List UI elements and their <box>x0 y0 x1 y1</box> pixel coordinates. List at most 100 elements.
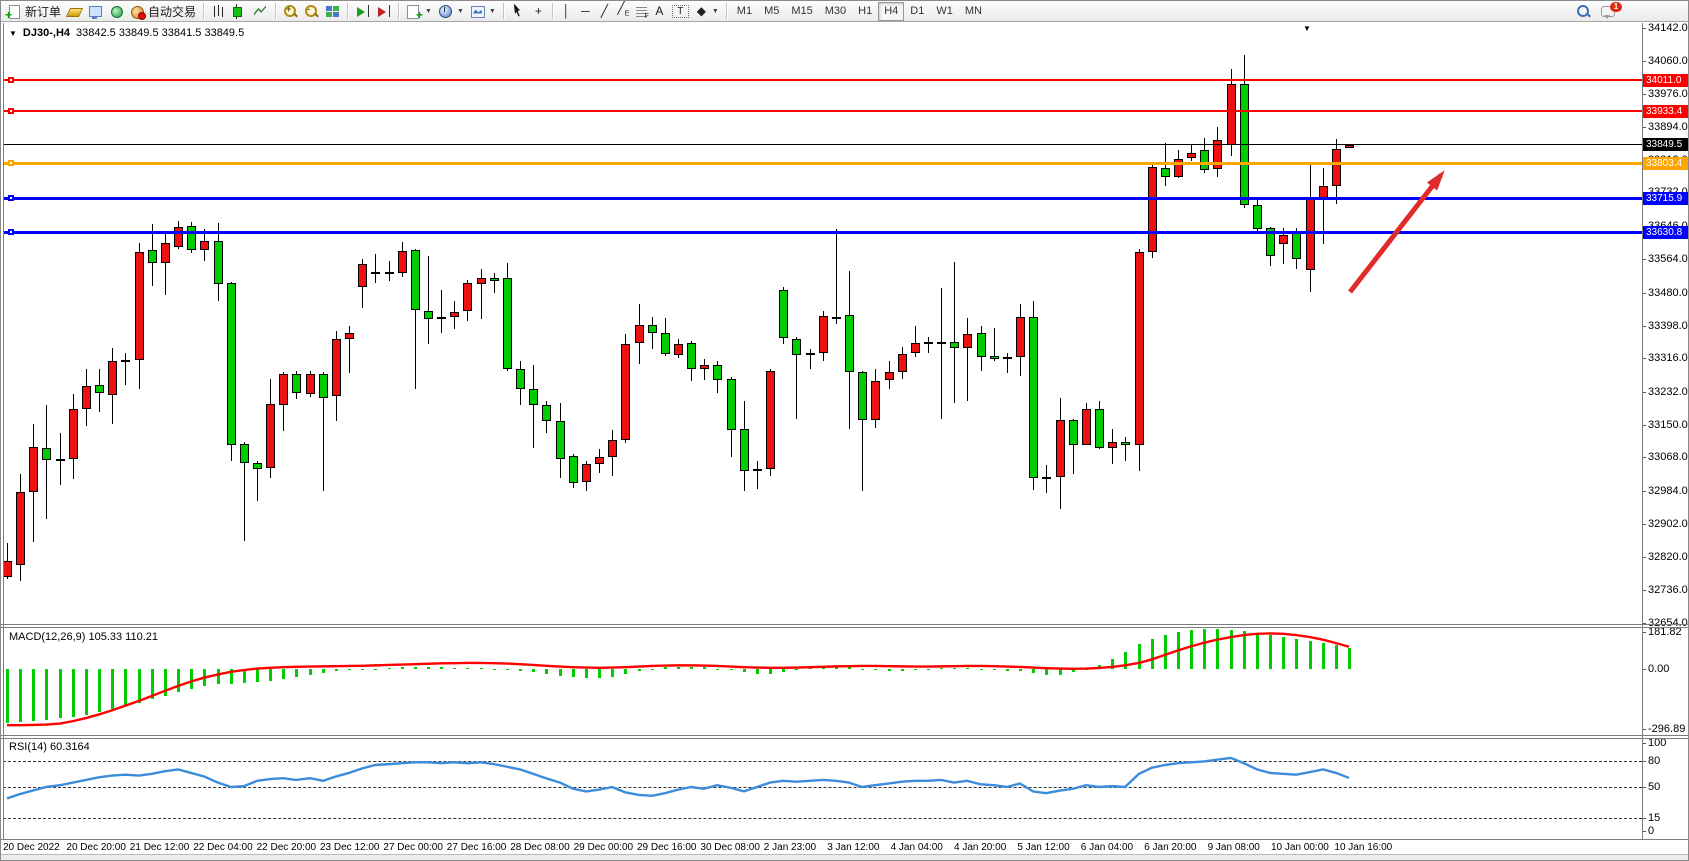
candle-wick <box>1191 143 1192 161</box>
macd-histogram-bar <box>348 669 351 671</box>
time-axis-label: 10 Jan 00:00 <box>1271 842 1329 853</box>
time-axis-label: 2 Jan 23:00 <box>763 842 817 853</box>
price-badge: 34011.0 <box>1643 73 1688 87</box>
indicators-button[interactable]: ▼ <box>403 2 435 22</box>
price-tick <box>1642 424 1646 426</box>
price-badge: 33849.5 <box>1643 138 1688 152</box>
price-badge: 33803.4 <box>1643 156 1688 170</box>
timeframe-m1[interactable]: M1 <box>736 4 753 17</box>
macd-histogram-bar <box>177 669 180 693</box>
candle <box>924 342 933 345</box>
horizontal-level-line[interactable] <box>3 79 1642 82</box>
zoom-out-button[interactable]: - <box>301 2 322 20</box>
price-tick <box>1642 556 1646 558</box>
horizontal-level-line[interactable] <box>3 161 1642 165</box>
macd-histogram-bar <box>243 669 246 684</box>
price-tick-label: 34060.0 <box>1648 54 1688 67</box>
macd-histogram-bar <box>1269 634 1272 669</box>
timeframe-m30[interactable]: M30 <box>824 4 847 17</box>
label-button[interactable]: T <box>669 2 692 20</box>
candle <box>385 271 394 274</box>
timeframe-d1[interactable]: D1 <box>910 4 925 17</box>
chevron-down-icon: ▼ <box>425 7 432 15</box>
periods-button[interactable]: ▼ <box>435 2 467 20</box>
line-handle[interactable] <box>8 229 14 236</box>
channel-button[interactable]: ╱E <box>614 1 633 20</box>
chart-dropdown-icon[interactable]: ▼ <box>9 28 17 38</box>
fibonacci-button[interactable]: F <box>633 2 650 20</box>
candle-wick <box>428 255 429 344</box>
shapes-button[interactable]: ◆ ▼ <box>692 2 722 20</box>
price-tick <box>1642 491 1646 493</box>
time-axis-label: 10 Jan 16:00 <box>1334 842 1393 853</box>
toolbar-separator <box>725 3 727 19</box>
trendline-button[interactable]: ╱ <box>595 2 614 20</box>
auto-trading-button[interactable]: 自动交易 <box>127 2 199 20</box>
candle <box>713 364 722 380</box>
candle <box>963 333 972 348</box>
styler-button[interactable] <box>64 2 85 20</box>
templates-button[interactable]: ▼ <box>467 2 499 20</box>
candle <box>700 364 709 370</box>
time-axis-separator <box>1 839 1688 840</box>
new-order-button[interactable]: 新订单 <box>4 2 64 22</box>
market-watch-button[interactable] <box>106 2 127 20</box>
line-chart-button[interactable] <box>250 2 271 20</box>
timeframe-m5[interactable]: M5 <box>764 4 780 17</box>
horizontal-level-line[interactable] <box>3 230 1642 234</box>
hline-button[interactable]: ─ <box>576 2 595 20</box>
tile-windows-button[interactable] <box>322 2 343 20</box>
line-handle[interactable] <box>8 108 14 115</box>
macd-histogram-bar <box>1059 669 1062 675</box>
time-axis-label: 30 Dec 08:00 <box>700 842 760 853</box>
toolbar: 新订单自动交易+-▼▼▼+│─╱╱EFAT◆▼M1M5M15M30H1H4D1W… <box>1 1 1688 22</box>
pane-separator[interactable] <box>1 624 1688 625</box>
horizontal-level-line[interactable] <box>3 196 1642 200</box>
text-button[interactable]: A <box>650 2 669 20</box>
macd-histogram-bar <box>6 669 9 723</box>
notifications-icon[interactable]: 1 <box>1601 1 1622 19</box>
timeframe-h1[interactable]: H1 <box>858 4 873 17</box>
horizontal-level-line[interactable] <box>3 110 1642 113</box>
candle-chart-button[interactable] <box>229 2 250 20</box>
timeframe-mn[interactable]: MN <box>964 4 982 17</box>
candle <box>450 311 459 318</box>
timeframe-h4[interactable]: H4 <box>878 1 905 21</box>
candle <box>214 240 223 284</box>
symbol-period: DJ30-,H4 <box>22 27 70 39</box>
macd-histogram-bar <box>822 666 825 669</box>
candle-wick <box>257 460 258 501</box>
price-tick-label: 33894.0 <box>1648 121 1688 134</box>
chart-context-dropdown-icon[interactable]: ▼ <box>1303 24 1311 33</box>
macd-histogram-bar <box>966 667 969 669</box>
profiles-button[interactable] <box>85 2 106 20</box>
cursor-button[interactable] <box>508 2 529 20</box>
candle <box>148 249 157 263</box>
search-icon[interactable] <box>1576 4 1591 19</box>
pane-separator[interactable] <box>1 735 1688 736</box>
candle <box>898 353 907 372</box>
auto-scroll-button[interactable] <box>373 2 394 20</box>
candle <box>424 310 433 319</box>
trend-arrow-head <box>1426 170 1445 191</box>
timeframe-w1[interactable]: W1 <box>936 4 953 17</box>
macd-histogram-bar <box>1322 642 1325 669</box>
zoom-in-button[interactable]: + <box>280 2 301 20</box>
time-axis-label: 6 Jan 20:00 <box>1144 842 1197 853</box>
line-handle[interactable] <box>8 77 14 84</box>
current-price-line[interactable] <box>3 144 1642 146</box>
candle <box>29 446 38 492</box>
price-tick <box>1642 127 1646 129</box>
bar-chart-button[interactable] <box>208 2 229 20</box>
vline-button[interactable]: │ <box>557 2 576 20</box>
line-handle[interactable] <box>8 160 14 167</box>
timeframe-m15[interactable]: M15 <box>791 4 813 17</box>
crosshair-button[interactable]: + <box>529 2 548 20</box>
macd-histogram-bar <box>638 669 641 672</box>
line-handle[interactable] <box>8 195 14 202</box>
price-badge: 33715.9 <box>1643 191 1688 205</box>
price-tick-label: 32902.0 <box>1648 517 1688 530</box>
macd-label: MACD(12,26,9) 105.33 110.21 <box>9 631 158 643</box>
candle <box>1135 251 1144 445</box>
chart-shift-button[interactable] <box>352 2 373 20</box>
